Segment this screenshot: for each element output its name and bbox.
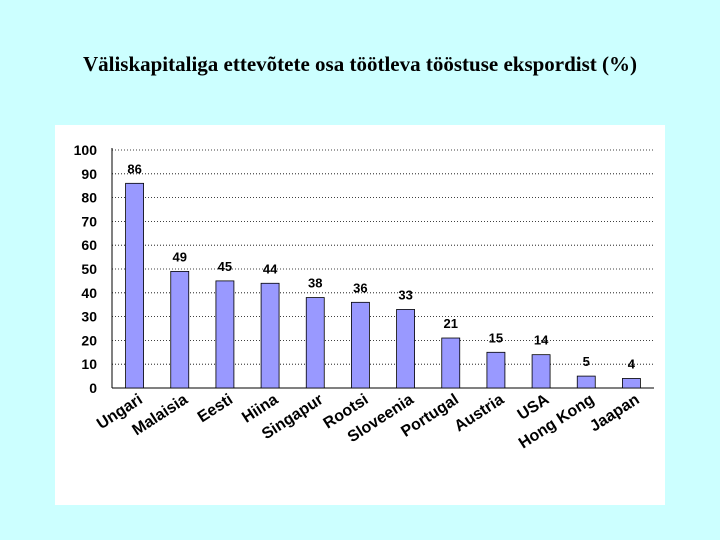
y-tick-labels: 0 10 20 30 40 50 60 70 80 90 100 — [74, 142, 98, 396]
data-label: 44 — [263, 261, 278, 276]
bar-portugal — [441, 337, 461, 389]
bar-malaisia — [170, 270, 190, 389]
y-tick-label: 40 — [81, 285, 97, 301]
data-label: 49 — [173, 249, 187, 264]
axes — [111, 148, 654, 389]
bar-eesti — [215, 280, 235, 389]
bar-sloveenia — [396, 309, 415, 389]
data-label: 45 — [218, 259, 232, 274]
y-tick-label: 100 — [74, 142, 98, 158]
data-label: 36 — [353, 280, 367, 295]
y-tick-label: 30 — [81, 309, 97, 325]
bar-austria — [486, 351, 506, 389]
y-tick-label: 60 — [81, 237, 97, 253]
category-label: Eesti — [195, 391, 236, 426]
y-tick-label: 70 — [81, 213, 97, 229]
y-tick-label: 50 — [81, 261, 97, 277]
bar-ungari — [125, 182, 144, 389]
y-tick-label: 0 — [89, 380, 97, 396]
data-labels: 86 49 45 44 38 36 33 21 15 14 5 4 — [127, 161, 635, 371]
category-label: Jaapan — [587, 391, 643, 435]
data-label: 33 — [398, 287, 412, 302]
data-label: 86 — [127, 161, 141, 176]
data-label: 14 — [534, 333, 549, 348]
gridlines — [112, 149, 654, 365]
y-tick-label: 90 — [81, 166, 97, 182]
slide-title: Väliskapitaliga ettevõtete osa töötleva … — [82, 52, 638, 76]
data-label: 38 — [308, 276, 322, 291]
bar-rootsi — [351, 301, 370, 389]
y-tick-label: 20 — [81, 332, 97, 348]
bar-hiina — [260, 282, 280, 389]
bar-hong-kong — [576, 375, 596, 389]
category-label: Austria — [452, 391, 508, 435]
bar-jaapan — [622, 378, 641, 389]
bar-usa — [531, 354, 551, 389]
data-label: 21 — [444, 316, 458, 331]
data-label: 5 — [583, 354, 590, 369]
bars — [125, 182, 641, 389]
y-tick-label: 10 — [81, 356, 97, 372]
data-label: 15 — [489, 330, 503, 345]
data-label: 4 — [628, 356, 636, 371]
bar-singapur — [305, 297, 325, 389]
y-tick-label: 80 — [81, 190, 97, 206]
